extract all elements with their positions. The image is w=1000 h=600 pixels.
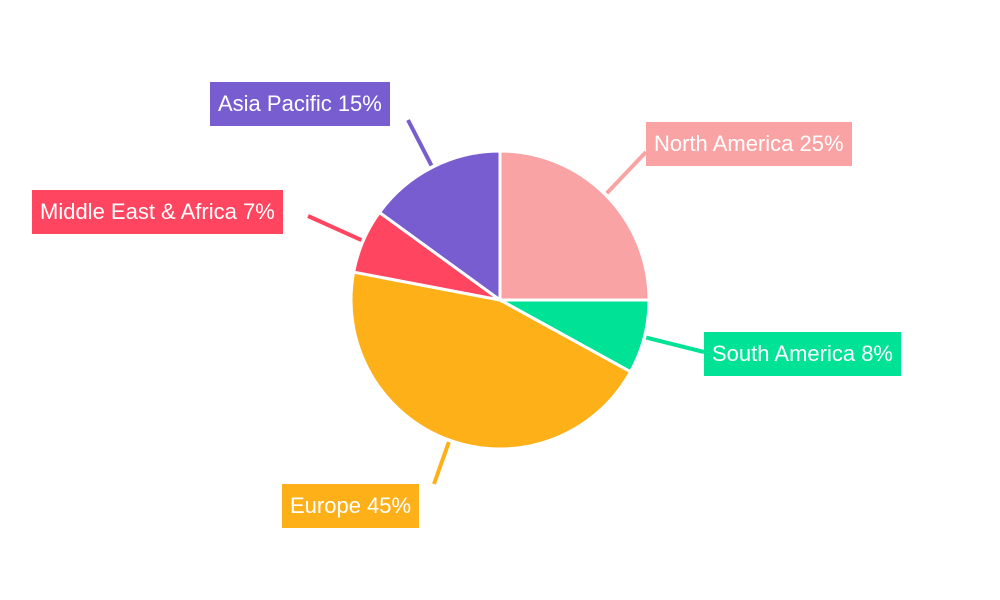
data-label: Europe 45% xyxy=(282,484,420,528)
pie-slice-north-america[interactable] xyxy=(498,149,651,302)
label-connector xyxy=(406,119,434,167)
label-connector xyxy=(432,441,451,485)
data-label: South America 8% xyxy=(704,332,901,376)
pie-slice-europe[interactable] xyxy=(349,270,633,451)
data-label: Middle East & Africa 7% xyxy=(32,190,283,234)
data-label: Asia Pacific 15% xyxy=(210,82,390,126)
pie-slice-asia-pacific[interactable] xyxy=(377,149,502,303)
data-label: North America 25% xyxy=(646,122,852,166)
label-connector xyxy=(645,335,705,354)
label-connector xyxy=(605,150,648,195)
label-connector xyxy=(307,214,363,242)
